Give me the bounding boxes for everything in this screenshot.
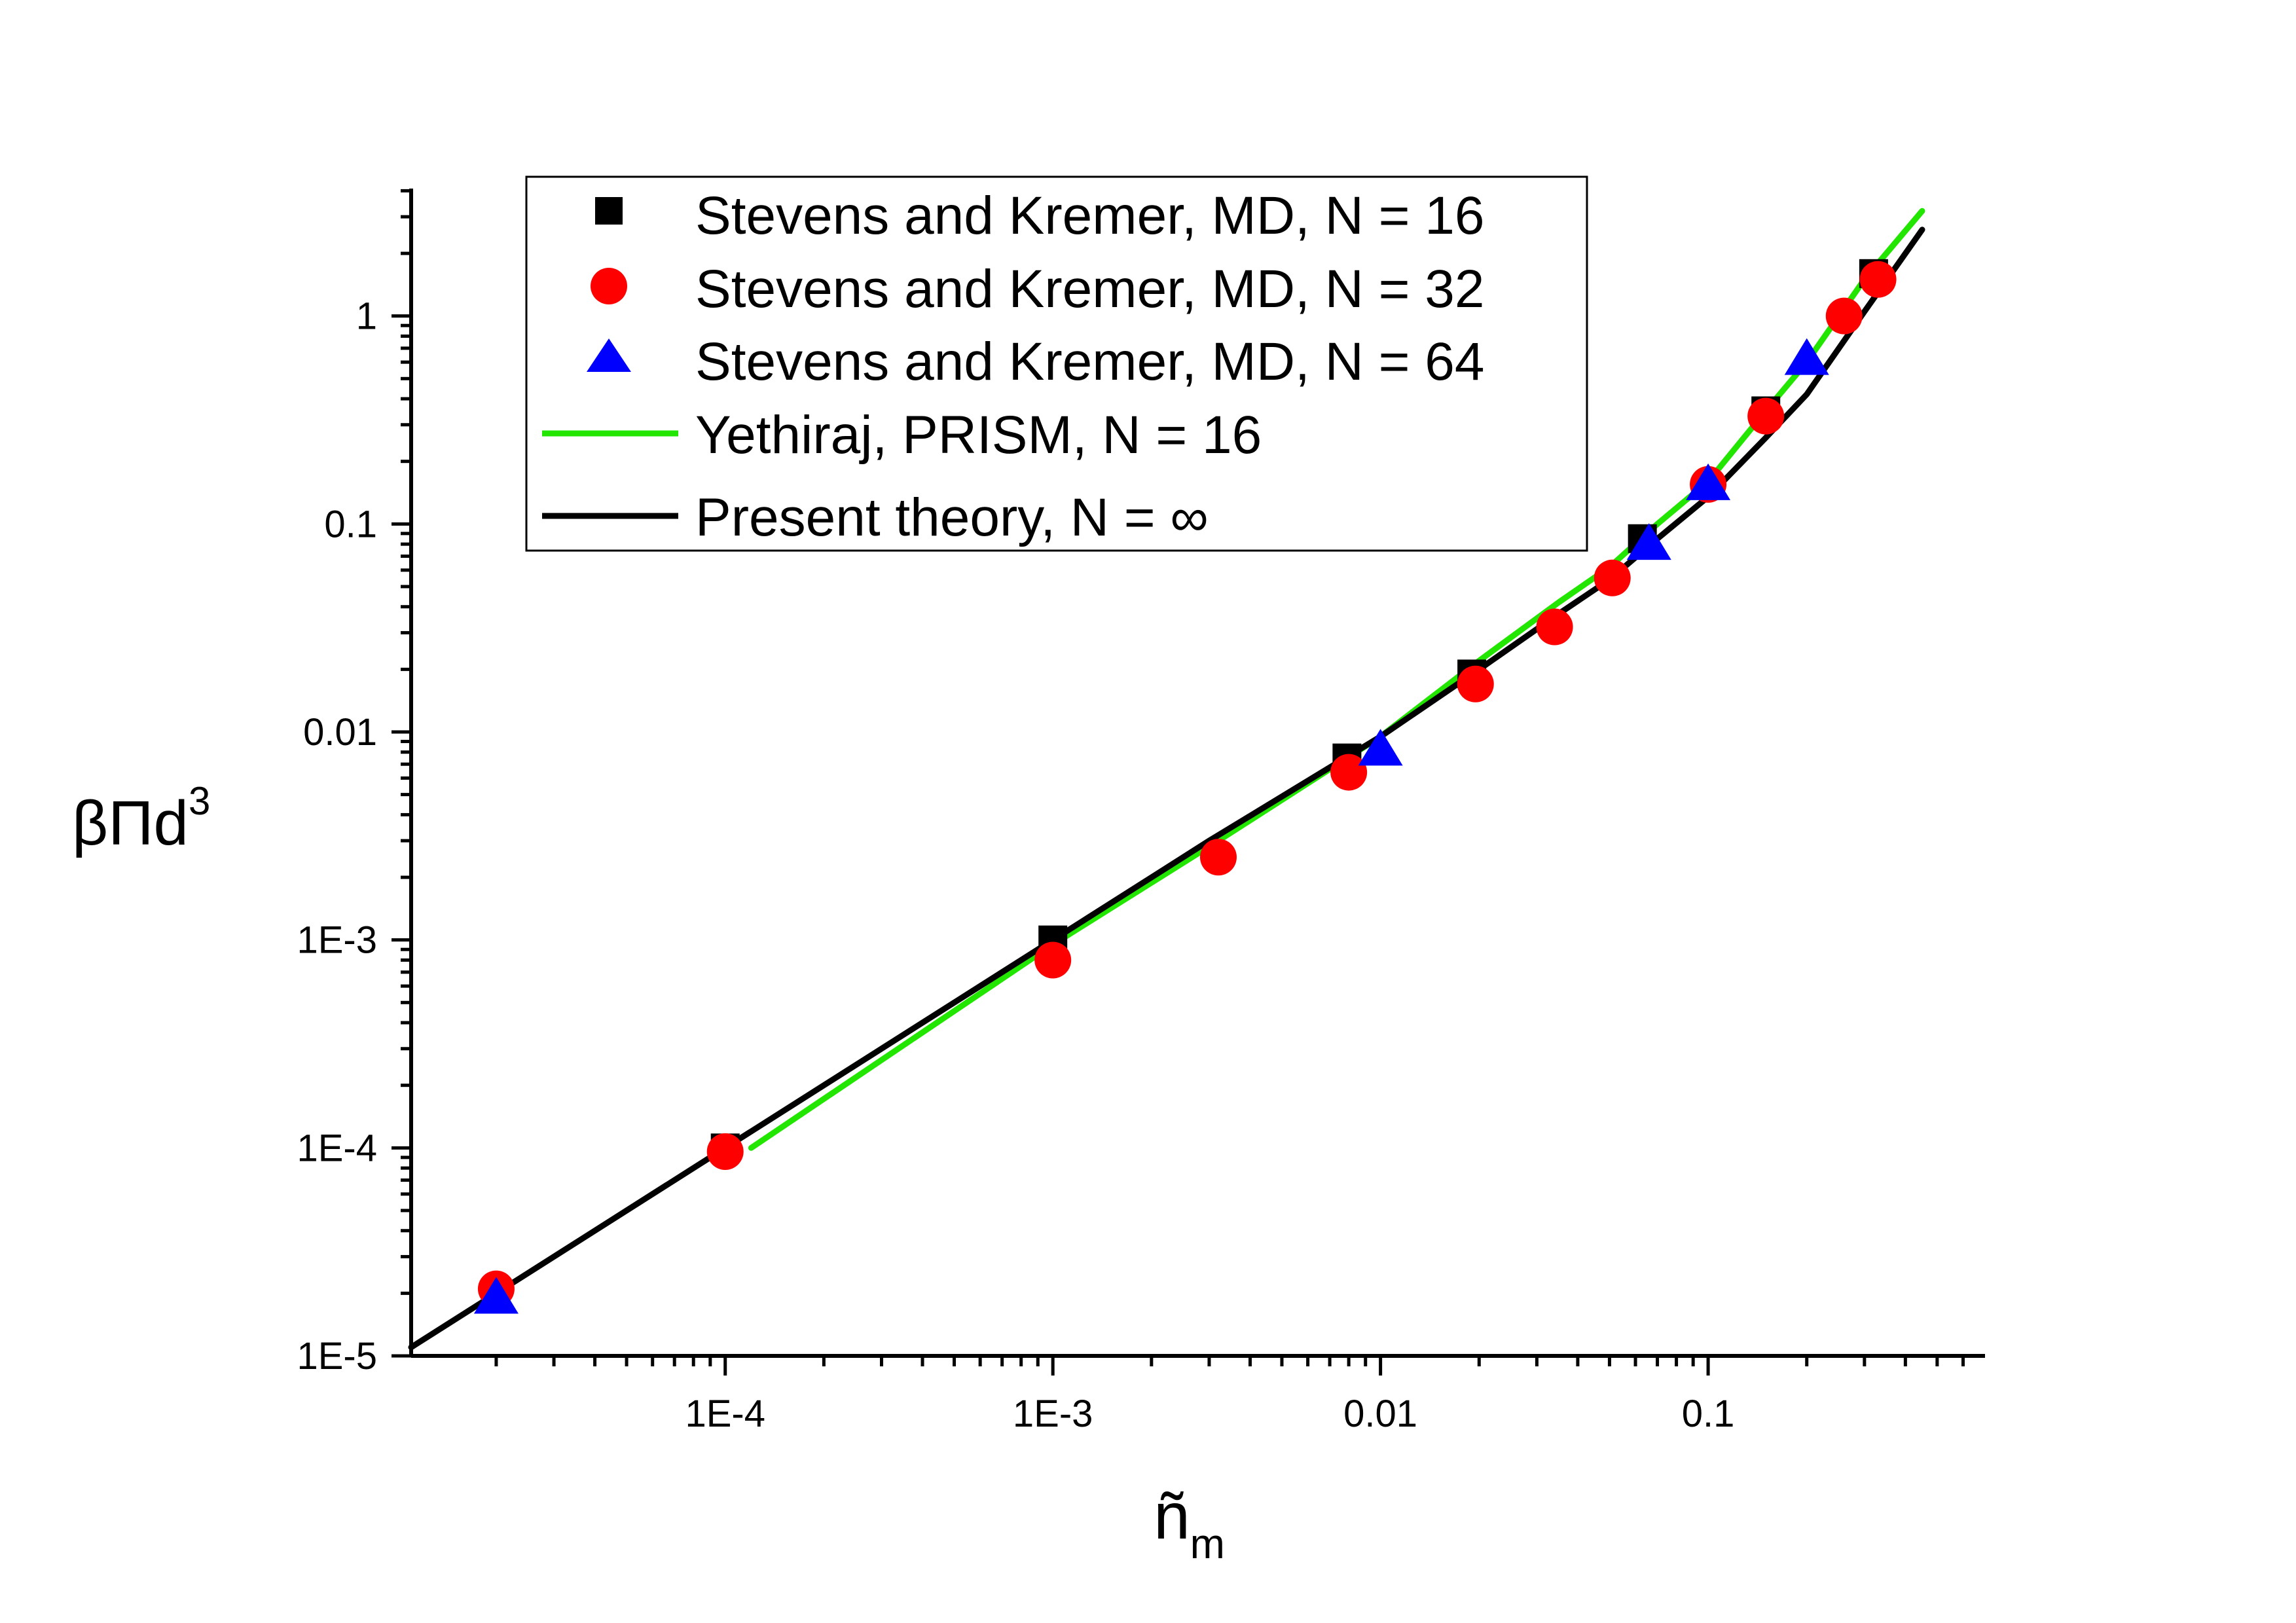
series-layer xyxy=(408,208,1925,1351)
legend-circle-marker xyxy=(591,268,627,304)
y-axis-title-main: βΠd xyxy=(72,788,189,858)
legend-entry-md-n16: Stevens and Kremer, MD, N = 16 xyxy=(595,186,1485,246)
legend-label: Stevens and Kremer, MD, N = 64 xyxy=(695,332,1485,392)
y-axis-title: βΠd3 xyxy=(72,779,210,858)
x-tick-label: 1E-4 xyxy=(685,1393,765,1435)
data-point-triangle xyxy=(1784,338,1829,375)
legend: Stevens and Kremer, MD, N = 16 Stevens a… xyxy=(525,175,1588,552)
x-axis-title-main: ñ xyxy=(1154,1480,1190,1553)
data-point-triangle xyxy=(1686,463,1731,500)
x-tick-label: 0.01 xyxy=(1343,1393,1417,1435)
y-axis-title-superscript: 3 xyxy=(189,779,210,823)
y-tick-label: 1E-3 xyxy=(297,919,377,962)
x-axis-title: ñm xyxy=(1154,1480,1225,1567)
data-point-circle xyxy=(1536,608,1573,646)
data-point-triangle xyxy=(473,1277,519,1314)
y-tick-label: 1E-4 xyxy=(297,1127,377,1169)
y-tick-label: 0.1 xyxy=(324,503,377,545)
data-point-circle xyxy=(1199,839,1237,876)
y-tick-label: 1E-5 xyxy=(297,1335,377,1377)
legend-label: Stevens and Kremer, MD, N = 32 xyxy=(695,259,1485,319)
plot-area: 1E-4 1E-3 0.01 0.1 1E-5 1E-4 1E-3 0.01 0.1 1 xyxy=(297,189,1985,1435)
y-tick-label: 1 xyxy=(356,295,377,338)
legend-label: Yethiraj, PRISM, N = 16 xyxy=(695,405,1262,465)
data-point-circle xyxy=(1330,754,1368,791)
series-line-4 xyxy=(408,227,1925,1351)
y-tick-label: 0.01 xyxy=(303,711,377,754)
data-point-circle xyxy=(706,1133,744,1170)
data-point-circle xyxy=(1457,665,1494,702)
x-tick-label: 0.1 xyxy=(1682,1393,1735,1435)
data-point-circle xyxy=(1825,297,1863,335)
legend-entry-md-n32: Stevens and Kremer, MD, N = 32 xyxy=(591,259,1485,319)
data-point-triangle xyxy=(1626,523,1671,560)
data-point-triangle xyxy=(1358,729,1403,766)
data-point-circle xyxy=(1034,941,1072,979)
legend-box xyxy=(525,175,1588,552)
legend-entry-md-n64: Stevens and Kremer, MD, N = 64 xyxy=(587,332,1485,392)
x-axis-ticks: 1E-4 1E-3 0.01 0.1 xyxy=(494,1356,1965,1435)
x-axis-title-subscript: m xyxy=(1190,1520,1225,1567)
legend-entry-present-theory: Present theory, N = ∞ xyxy=(542,488,1209,547)
data-point-circle xyxy=(1594,559,1631,596)
legend-label: Present theory, N = ∞ xyxy=(695,488,1209,547)
x-tick-label: 1E-3 xyxy=(1013,1393,1093,1435)
legend-entry-prism: Yethiraj, PRISM, N = 16 xyxy=(542,405,1262,465)
legend-label: Stevens and Kremer, MD, N = 16 xyxy=(695,186,1485,246)
legend-triangle-marker xyxy=(587,338,631,372)
legend-square-marker xyxy=(595,197,623,225)
data-point-circle xyxy=(1747,397,1785,435)
data-point-circle xyxy=(1859,261,1897,298)
y-axis-ticks: 1E-5 1E-4 1E-3 0.01 0.1 1 xyxy=(297,189,411,1377)
